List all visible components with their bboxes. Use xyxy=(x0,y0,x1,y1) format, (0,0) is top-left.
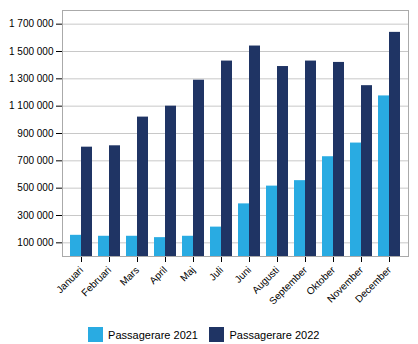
svg-text:Oktober: Oktober xyxy=(304,264,338,298)
svg-text:1 100 000: 1 100 000 xyxy=(9,100,54,111)
svg-text:September: September xyxy=(267,264,310,307)
svg-text:December: December xyxy=(353,264,394,305)
svg-text:500 000: 500 000 xyxy=(17,182,54,193)
html-text:Passagerare 2021: Passagerare 2021 xyxy=(108,328,198,341)
svg-text:100 000: 100 000 xyxy=(17,237,54,248)
svg-text:900 000: 900 000 xyxy=(17,128,54,139)
svg-text:April: April xyxy=(147,264,169,286)
svg-text:1 300 000: 1 300 000 xyxy=(9,73,54,84)
svg-text:Januari: Januari xyxy=(54,264,86,296)
svg-text:Augusti: Augusti xyxy=(249,264,282,296)
html-text:Passagerare 2022: Passagerare 2022 xyxy=(229,328,320,341)
svg-text:700 000: 700 000 xyxy=(17,155,54,166)
svg-text:Mars: Mars xyxy=(118,264,142,288)
svg-text:November: November xyxy=(324,264,366,305)
svg-text:Juni: Juni xyxy=(232,264,253,285)
svg-text:Maj: Maj xyxy=(178,264,197,283)
svg-text:300 000: 300 000 xyxy=(17,210,54,221)
svg-text:1 500 000: 1 500 000 xyxy=(9,46,54,57)
svg-text:1 700 000: 1 700 000 xyxy=(9,18,54,29)
svg-text:Juli: Juli xyxy=(207,264,225,282)
svg-text:Februari: Februari xyxy=(79,264,113,298)
